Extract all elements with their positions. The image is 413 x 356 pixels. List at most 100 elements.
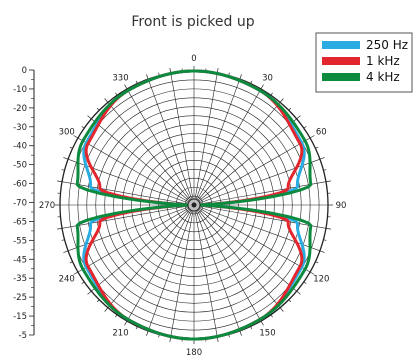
legend: 250 Hz 1 kHz 4 kHz (315, 32, 413, 93)
grid-spoke (61, 204, 195, 229)
grid-spoke (67, 204, 195, 252)
grid-spoke (170, 204, 195, 338)
outer-tick (309, 135, 315, 139)
grid-spoke (193, 88, 262, 206)
outer-tick (325, 180, 331, 183)
grid-spoke (147, 204, 195, 332)
outer-tick (323, 239, 327, 241)
scale-label: -10 (13, 85, 27, 95)
outer-tick (250, 326, 253, 330)
scale-label: -30 (13, 123, 27, 133)
outer-tick (146, 330, 149, 336)
outer-tick (57, 227, 63, 230)
scale-label: -40 (13, 142, 27, 152)
angle-label: 180 (186, 348, 202, 356)
grid-spoke (193, 102, 281, 206)
center-dot (191, 202, 197, 208)
angle-label: 90 (336, 201, 347, 211)
angle-label: 240 (59, 275, 75, 285)
center-marker (187, 198, 201, 212)
grid-spoke (91, 118, 195, 206)
outer-tick (288, 107, 292, 111)
angle-label: 150 (259, 328, 275, 338)
chart-title: Front is picked up (131, 14, 254, 30)
series-layer (75, 69, 313, 341)
outer-tick (115, 314, 118, 318)
legend-swatch (322, 41, 360, 49)
outer-tick (61, 169, 65, 171)
angle-label: 270 (39, 201, 55, 211)
grid-spoke (67, 158, 195, 206)
legend-label: 250 Hz (366, 38, 408, 52)
grid-spoke (91, 204, 195, 292)
outer-tick (69, 261, 73, 264)
outer-tick (96, 107, 100, 111)
outer-tick (303, 126, 307, 129)
angle-label: 330 (112, 74, 128, 84)
grid-spoke (193, 204, 327, 229)
outer-tick (239, 330, 242, 336)
grid-spoke (193, 204, 241, 332)
grid-spoke (193, 137, 311, 206)
outer-tick (315, 261, 319, 264)
outer-tick (319, 250, 325, 253)
outer-tick (309, 271, 315, 275)
angle-label: 60 (316, 128, 327, 138)
grid-spoke (107, 204, 195, 308)
legend-label: 4 kHz (366, 70, 400, 84)
series-line-2 (75, 69, 313, 341)
outer-tick (104, 98, 109, 103)
grid-spoke (170, 72, 195, 206)
grid-spoke (193, 72, 218, 206)
outer-tick (296, 290, 301, 295)
grid-spoke (193, 118, 297, 206)
scale-label: -70 (13, 199, 27, 209)
legend-swatch (322, 57, 360, 65)
grid-spoke (107, 102, 195, 206)
angle-label: 0 (191, 54, 196, 64)
outer-tick (319, 157, 325, 160)
scale-label: -45 (13, 255, 27, 265)
outer-tick (81, 281, 85, 284)
scale-label: -35 (13, 274, 27, 284)
grid-spoke (77, 204, 195, 273)
scale-label: -60 (13, 180, 27, 190)
outer-tick (270, 314, 273, 318)
outer-tick (325, 227, 331, 230)
outer-tick (296, 115, 301, 120)
outer-tick (81, 126, 85, 129)
polar-grid (55, 66, 333, 344)
grid-spoke (77, 137, 195, 206)
outer-tick (270, 92, 273, 96)
grid-spoke (193, 78, 241, 206)
outer-tick (124, 84, 128, 90)
radial-scale: 0 -10 -20 -30 -40 -50 -60 -70 -65 -55 -45 -35 -25 -15… (13, 66, 35, 341)
scale-label: -20 (13, 104, 27, 114)
outer-tick (69, 146, 73, 149)
outer-tick (61, 239, 65, 241)
outer-tick (315, 146, 319, 149)
grid-spoke (193, 204, 321, 252)
outer-tick (96, 299, 100, 303)
outer-tick (135, 80, 138, 84)
angle-label: 210 (112, 328, 128, 338)
outer-tick (250, 80, 253, 84)
outer-tick (279, 307, 284, 312)
grid-spoke (193, 204, 311, 273)
outer-tick (73, 271, 79, 275)
scale-label: -5 (19, 331, 27, 341)
grid-spoke (193, 204, 218, 338)
grid-spoke (193, 204, 281, 308)
scale-label: -25 (13, 293, 27, 303)
outer-tick (87, 290, 92, 295)
outer-tick (279, 98, 284, 103)
outer-tick (115, 92, 118, 96)
outer-tick (323, 169, 327, 171)
outer-tick (57, 180, 63, 183)
angle-label: 120 (313, 275, 329, 285)
outer-tick (260, 84, 264, 90)
grid-spoke (193, 158, 321, 206)
angle-label: 30 (262, 74, 273, 84)
scale-label: -55 (13, 236, 27, 246)
